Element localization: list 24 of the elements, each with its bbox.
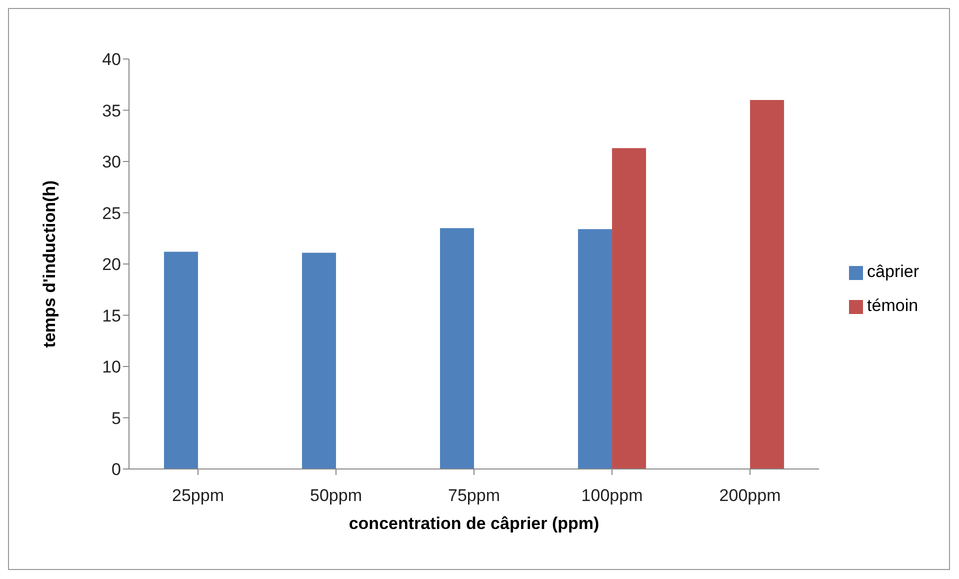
y-tick-label: 35	[102, 101, 121, 120]
bar	[750, 100, 784, 469]
y-tick-label: 20	[102, 255, 121, 274]
legend-label: témoin	[867, 296, 918, 315]
y-tick-label: 0	[112, 460, 121, 480]
x-tick-label: 100ppm	[581, 486, 643, 506]
y-tick-label: 15	[102, 306, 121, 326]
bar	[164, 252, 198, 469]
bar	[440, 228, 474, 469]
y-tick-label: 25	[102, 204, 121, 223]
bar	[578, 229, 612, 469]
bar	[302, 252, 336, 469]
x-tick-label: 25ppm	[172, 486, 224, 506]
x-axis-title: concentration de câprier (ppm)	[348, 514, 600, 533]
x-tick-label: 200ppm	[719, 486, 781, 506]
y-tick-label: 30	[102, 152, 121, 172]
y-tick-label: 40	[102, 50, 121, 70]
y-tick-label: 10	[102, 358, 121, 377]
x-tick-label: 50ppm	[310, 486, 362, 506]
x-tick-label: 75ppm	[448, 486, 500, 506]
y-axis-title: temps d'induction(h)	[40, 180, 60, 348]
legend-label: câprier	[867, 262, 919, 281]
y-tick-label: 5	[112, 408, 121, 428]
bar	[612, 148, 646, 469]
